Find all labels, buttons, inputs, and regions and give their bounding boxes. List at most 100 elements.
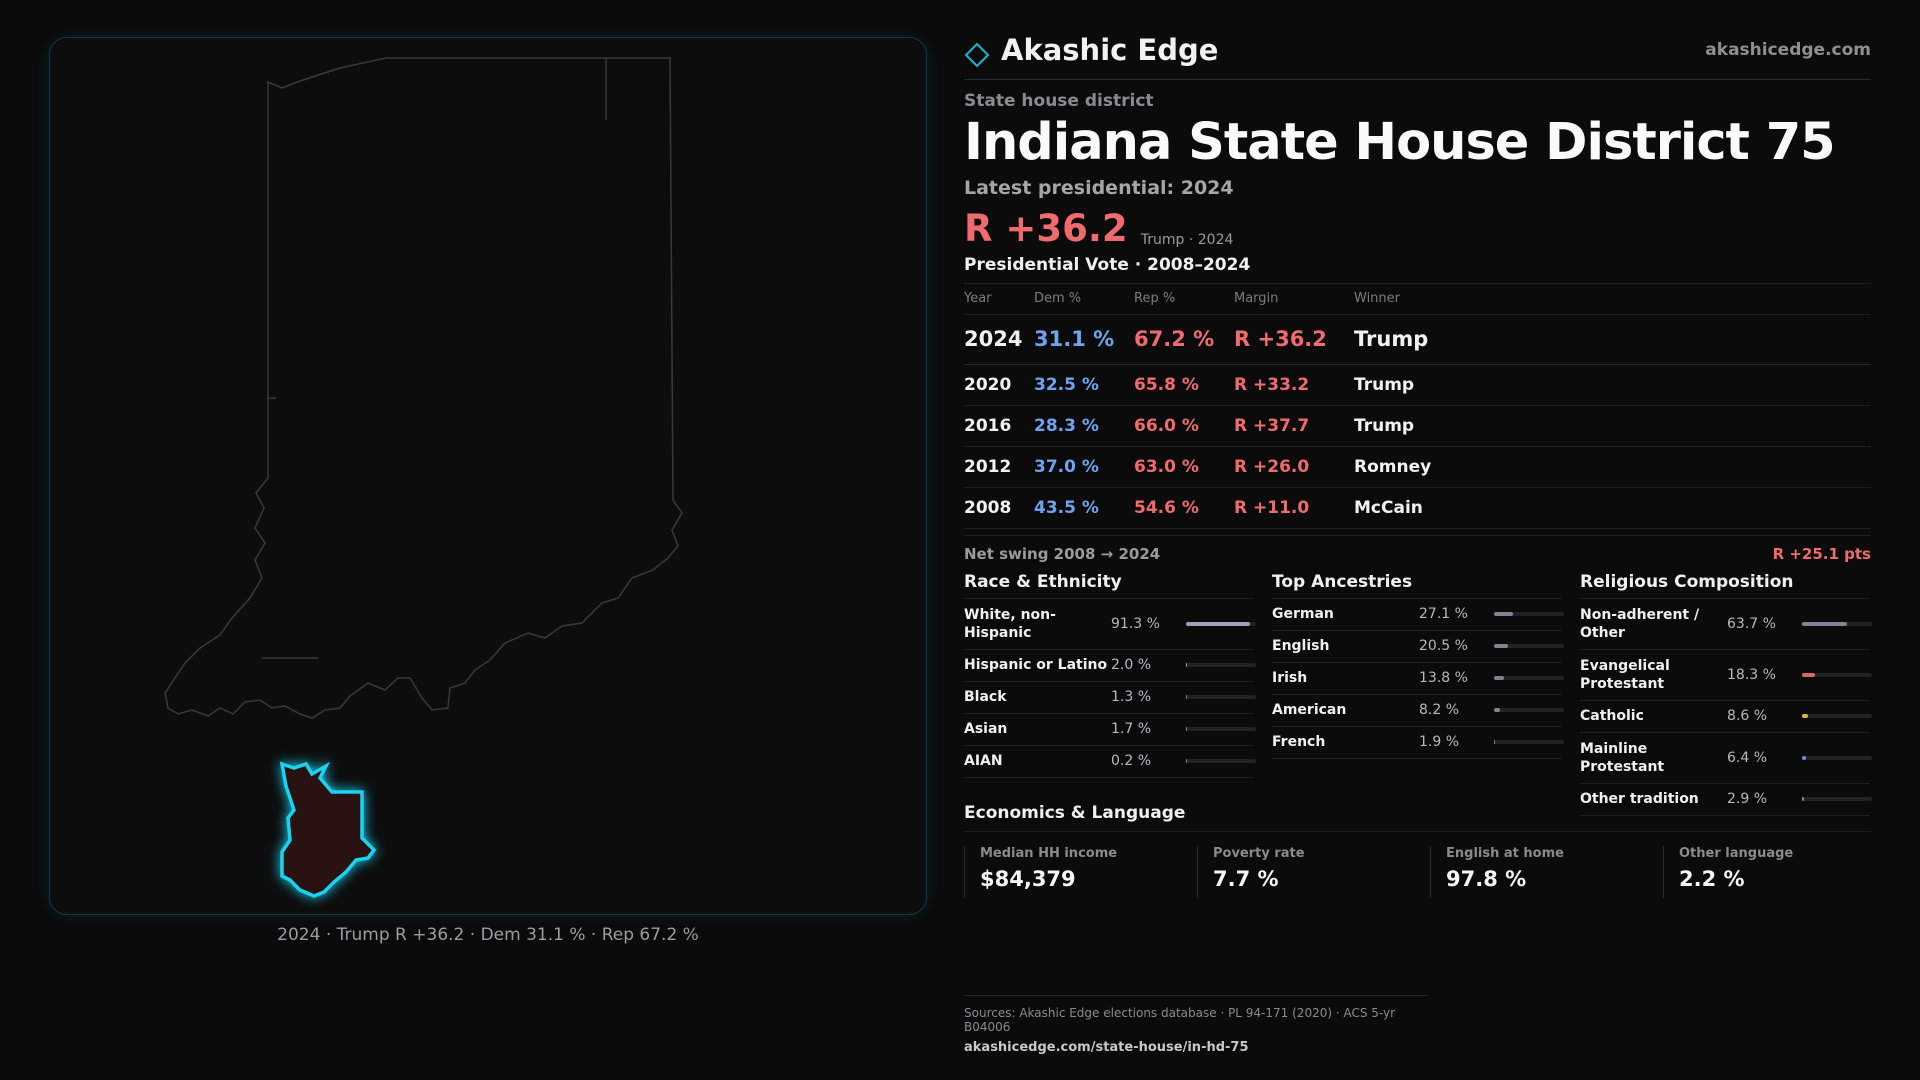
row-rep: 67.2 % [1134,314,1234,365]
bar-track [1802,621,1872,626]
bar-fill [1802,755,1807,760]
bar-row: Mainline Protestant 6.4 % [1580,733,1872,784]
row-year: 2024 [964,314,1034,365]
bar-value: 0.2 % [1111,753,1152,769]
row-dem: 31.1 % [1034,314,1134,365]
header-margin: Margin [1234,284,1354,315]
brand-url-link[interactable]: akashicedge.com [1705,40,1871,60]
bar-row: English 20.5 % [1272,631,1564,663]
margin-value: R +36.2 [964,207,1128,250]
bar-value: 8.6 % [1727,708,1768,724]
bar-fill [1186,727,1188,731]
bar-label: American [1272,702,1347,718]
row-margin: R +37.7 [1234,405,1354,447]
stat-value: 2.2 % [1679,866,1745,891]
bar-track [1802,797,1872,801]
bar-value: 2.9 % [1727,791,1768,807]
row-rep: 66.0 % [1134,405,1234,447]
table-row: 2024 31.1 % 67.2 % R +36.2 Trump [964,314,1871,365]
bar-fill [1802,714,1809,718]
bar-value: 8.2 % [1419,702,1460,718]
row-margin: R +11.0 [1234,487,1354,529]
stat-value: $84,379 [980,866,1076,891]
latest-presidential-label: Latest presidential: 2024 [964,177,1234,199]
bar-track [1186,621,1256,626]
row-winner: Trump [1354,364,1871,406]
bar-row: Catholic 8.6 % [1580,701,1872,733]
district-75-shape[interactable] [279,761,377,898]
net-swing-label: Net swing 2008 → 2024 [964,544,1161,563]
row-rep: 65.8 % [1134,364,1234,406]
bar-value: 1.3 % [1111,689,1152,705]
bar-row: Irish 13.8 % [1272,663,1564,695]
bar-value: 6.4 % [1727,749,1768,766]
net-swing-value: R +25.1 pts [1772,544,1871,563]
map-caption: 2024 · Trump R +36.2 · Dem 31.1 % · Rep … [277,925,699,945]
stat-card-english: English at home 97.8 % [1430,845,1630,898]
bar-track [1186,727,1256,731]
bar-label: Asian [964,721,1008,737]
row-winner: Romney [1354,446,1871,488]
bar-track [1186,663,1256,667]
stat-label: Median HH income [980,845,1118,861]
bar-row: Hispanic or Latino 2.0 % [964,650,1256,682]
neighbor-district-lines [262,58,607,659]
bar-track [1802,672,1872,677]
bar-track [1186,759,1256,763]
map-svg [164,57,683,898]
bar-label: French [1272,734,1326,750]
bar-value: 13.8 % [1419,670,1468,686]
table-row: 2012 37.0 % 63.0 % R +26.0 Romney [964,446,1871,488]
row-year: 2012 [964,446,1034,488]
brand-name[interactable]: Akashic Edge [1001,33,1219,67]
stat-value: 97.8 % [1446,866,1527,891]
bar-row: Evangelical Protestant 18.3 % [1580,650,1872,701]
bar-fill [1494,676,1504,680]
bar-row: French 1.9 % [1272,727,1564,759]
bar-label: Hispanic or Latino [964,657,1108,673]
row-margin: R +36.2 [1234,314,1354,365]
district-map[interactable] [49,37,927,915]
row-margin: R +26.0 [1234,446,1354,488]
bar-fill [1494,708,1500,712]
demographics-columns: Race & Ethnicity White, non-Hispanic 91.3… [964,569,1872,816]
row-rep: 63.0 % [1134,446,1234,488]
header-winner: Winner [1354,284,1871,315]
header-rep: Rep % [1134,284,1234,315]
bar-row: Black 1.3 % [964,682,1256,714]
vote-table-title: Presidential Vote · 2008–2024 [964,255,1871,284]
bar-value: 1.7 % [1111,721,1152,737]
row-dem: 28.3 % [1034,405,1134,447]
permalink[interactable]: akashicedge.com/state-house/in-hd-75 [964,1040,1249,1055]
sources-text: Sources: Akashic Edge elections database… [964,1006,1396,1034]
bar-label: Non-adherent / Other [1580,606,1700,641]
headline-margin: R +36.2 Trump · 2024 [964,207,1871,251]
economics-title: Economics & Language [964,803,1871,832]
bar-label: German [1272,606,1334,622]
row-dem: 37.0 % [1034,446,1134,488]
brand-header: Akashic Edge akashicedge.com [964,30,1871,80]
row-winner: Trump [1354,405,1871,447]
table-row: 2016 28.3 % 66.0 % R +37.7 Trump [964,405,1871,447]
religion-section: Religious Composition Non-adherent / Oth… [1580,569,1872,816]
bar-row: Non-adherent / Other 63.7 % [1580,599,1872,650]
net-swing: Net swing 2008 → 2024 R +25.1 pts [964,534,1871,569]
ancestries-section: Top Ancestries German 27.1 % English 20.5 %… [1272,569,1564,759]
bar-track [1494,644,1564,648]
bar-track [1802,714,1872,718]
table-row: 2008 43.5 % 54.6 % R +11.0 McCain [964,487,1871,529]
stat-label: Poverty rate [1213,845,1305,861]
bar-label: Evangelical Protestant [1580,657,1670,692]
bar-fill [1802,621,1847,626]
stat-card-poverty: Poverty rate 7.7 % [1197,845,1397,898]
bar-label: English [1272,638,1330,654]
bar-fill [1802,672,1815,677]
bar-track [1494,708,1564,712]
bar-value: 1.9 % [1419,734,1460,750]
row-rep: 54.6 % [1134,487,1234,529]
bar-fill [1494,740,1496,744]
row-margin: R +33.2 [1234,364,1354,406]
economics-cards: Median HH income $84,379 Poverty rate 7.… [964,832,1871,912]
bar-label: Mainline Protestant [1580,740,1665,775]
page-title: Indiana State House District 75 [964,113,1836,172]
